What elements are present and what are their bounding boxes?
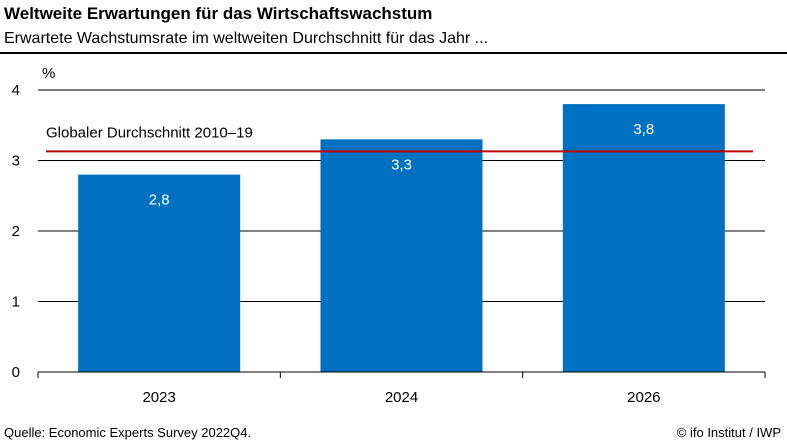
y-axis-label: % [42,65,55,82]
title-divider [0,52,787,54]
bar-2024 [320,139,483,372]
x-tick-label: 2023 [142,389,175,406]
reference-line-group: Globaler Durchschnitt 2010–19 [46,124,753,153]
bar-2026 [562,104,725,372]
reference-line-label: Globaler Durchschnitt 2010–19 [46,124,253,141]
chart-title: Weltweite Erwartungen für das Wirtschaft… [4,4,433,23]
source-note: Quelle: Economic Experts Survey 2022Q4. [4,425,252,440]
chart-subtitle: Erwartete Wachstumsrate im weltweiten Du… [4,30,489,47]
bar-chart: 0 1 2 3 4 % 2,8 3,3 3,8 Globaler Durchschnitt … [12,65,766,406]
y-tick-label: 2 [12,223,20,240]
x-axis: 2023 2024 2026 [37,371,766,406]
x-tick-label: 2024 [385,389,418,406]
bar-value-label: 3,8 [633,121,654,138]
bars: 2,8 3,3 3,8 [78,104,725,372]
y-tick-label: 4 [12,82,20,99]
y-tick-label: 0 [12,364,20,381]
credit-note: © ifo Institut / IWP [676,425,781,440]
y-tick-label: 1 [12,294,20,311]
bar-value-label: 2,8 [149,192,170,209]
x-tick-label: 2026 [627,389,660,406]
bar-2023 [78,174,241,372]
y-tick-label: 3 [12,153,20,170]
bar-value-label: 3,3 [391,156,412,173]
y-axis-ticks: 0 1 2 3 4 [12,82,20,381]
